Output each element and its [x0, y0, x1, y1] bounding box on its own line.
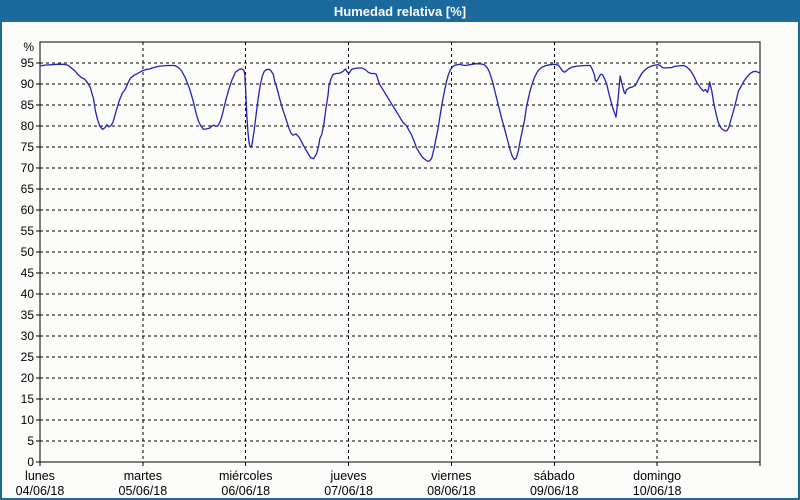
- svg-text:90: 90: [21, 77, 35, 91]
- humidity-series-line: [39, 63, 761, 162]
- x-label-date: 04/06/18: [16, 484, 65, 498]
- title-bar: Humedad relativa [%]: [0, 0, 800, 22]
- svg-text:25: 25: [21, 350, 35, 364]
- x-label-weekday: martes: [124, 469, 162, 483]
- svg-text:70: 70: [21, 161, 35, 175]
- x-label-date: 07/06/18: [324, 484, 373, 498]
- x-axis-ticks: [39, 462, 761, 466]
- svg-text:0: 0: [27, 455, 34, 469]
- x-label-date: 08/06/18: [427, 484, 476, 498]
- svg-text:30: 30: [21, 329, 35, 343]
- svg-text:20: 20: [21, 371, 35, 385]
- x-label-weekday: miércoles: [219, 469, 273, 483]
- chart-title: Humedad relativa [%]: [333, 3, 467, 19]
- y-axis-labels: 0 5 10 15 20 25 30 35 40 45 50 55 60 65 70 75 80 85 90 95: [21, 56, 35, 469]
- svg-text:55: 55: [21, 224, 35, 238]
- y-axis-unit-label: %: [23, 40, 34, 54]
- x-label-weekday: lunes: [25, 469, 55, 483]
- x-label-weekday: jueves: [330, 469, 367, 483]
- svg-text:15: 15: [21, 392, 35, 406]
- svg-text:45: 45: [21, 266, 35, 280]
- svg-text:60: 60: [21, 203, 35, 217]
- x-label-date: 06/06/18: [221, 484, 270, 498]
- svg-text:65: 65: [21, 182, 35, 196]
- v-gridlines: [142, 42, 658, 462]
- x-label-weekday: sábado: [534, 469, 575, 483]
- x-label-date: 09/06/18: [530, 484, 579, 498]
- svg-text:35: 35: [21, 308, 35, 322]
- svg-text:75: 75: [21, 140, 35, 154]
- x-label-date: 10/06/18: [633, 484, 682, 498]
- svg-text:85: 85: [21, 98, 35, 112]
- svg-text:40: 40: [21, 287, 35, 301]
- h-gridlines: [40, 62, 760, 442]
- x-label-weekday: domingo: [633, 469, 681, 483]
- svg-text:5: 5: [27, 434, 34, 448]
- svg-text:95: 95: [21, 56, 35, 70]
- svg-text:50: 50: [21, 245, 35, 259]
- x-label-weekday: viernes: [431, 469, 471, 483]
- svg-text:80: 80: [21, 119, 35, 133]
- y-axis-ticks: [36, 62, 40, 463]
- svg-text:10: 10: [21, 413, 35, 427]
- x-label-date: 05/06/18: [119, 484, 168, 498]
